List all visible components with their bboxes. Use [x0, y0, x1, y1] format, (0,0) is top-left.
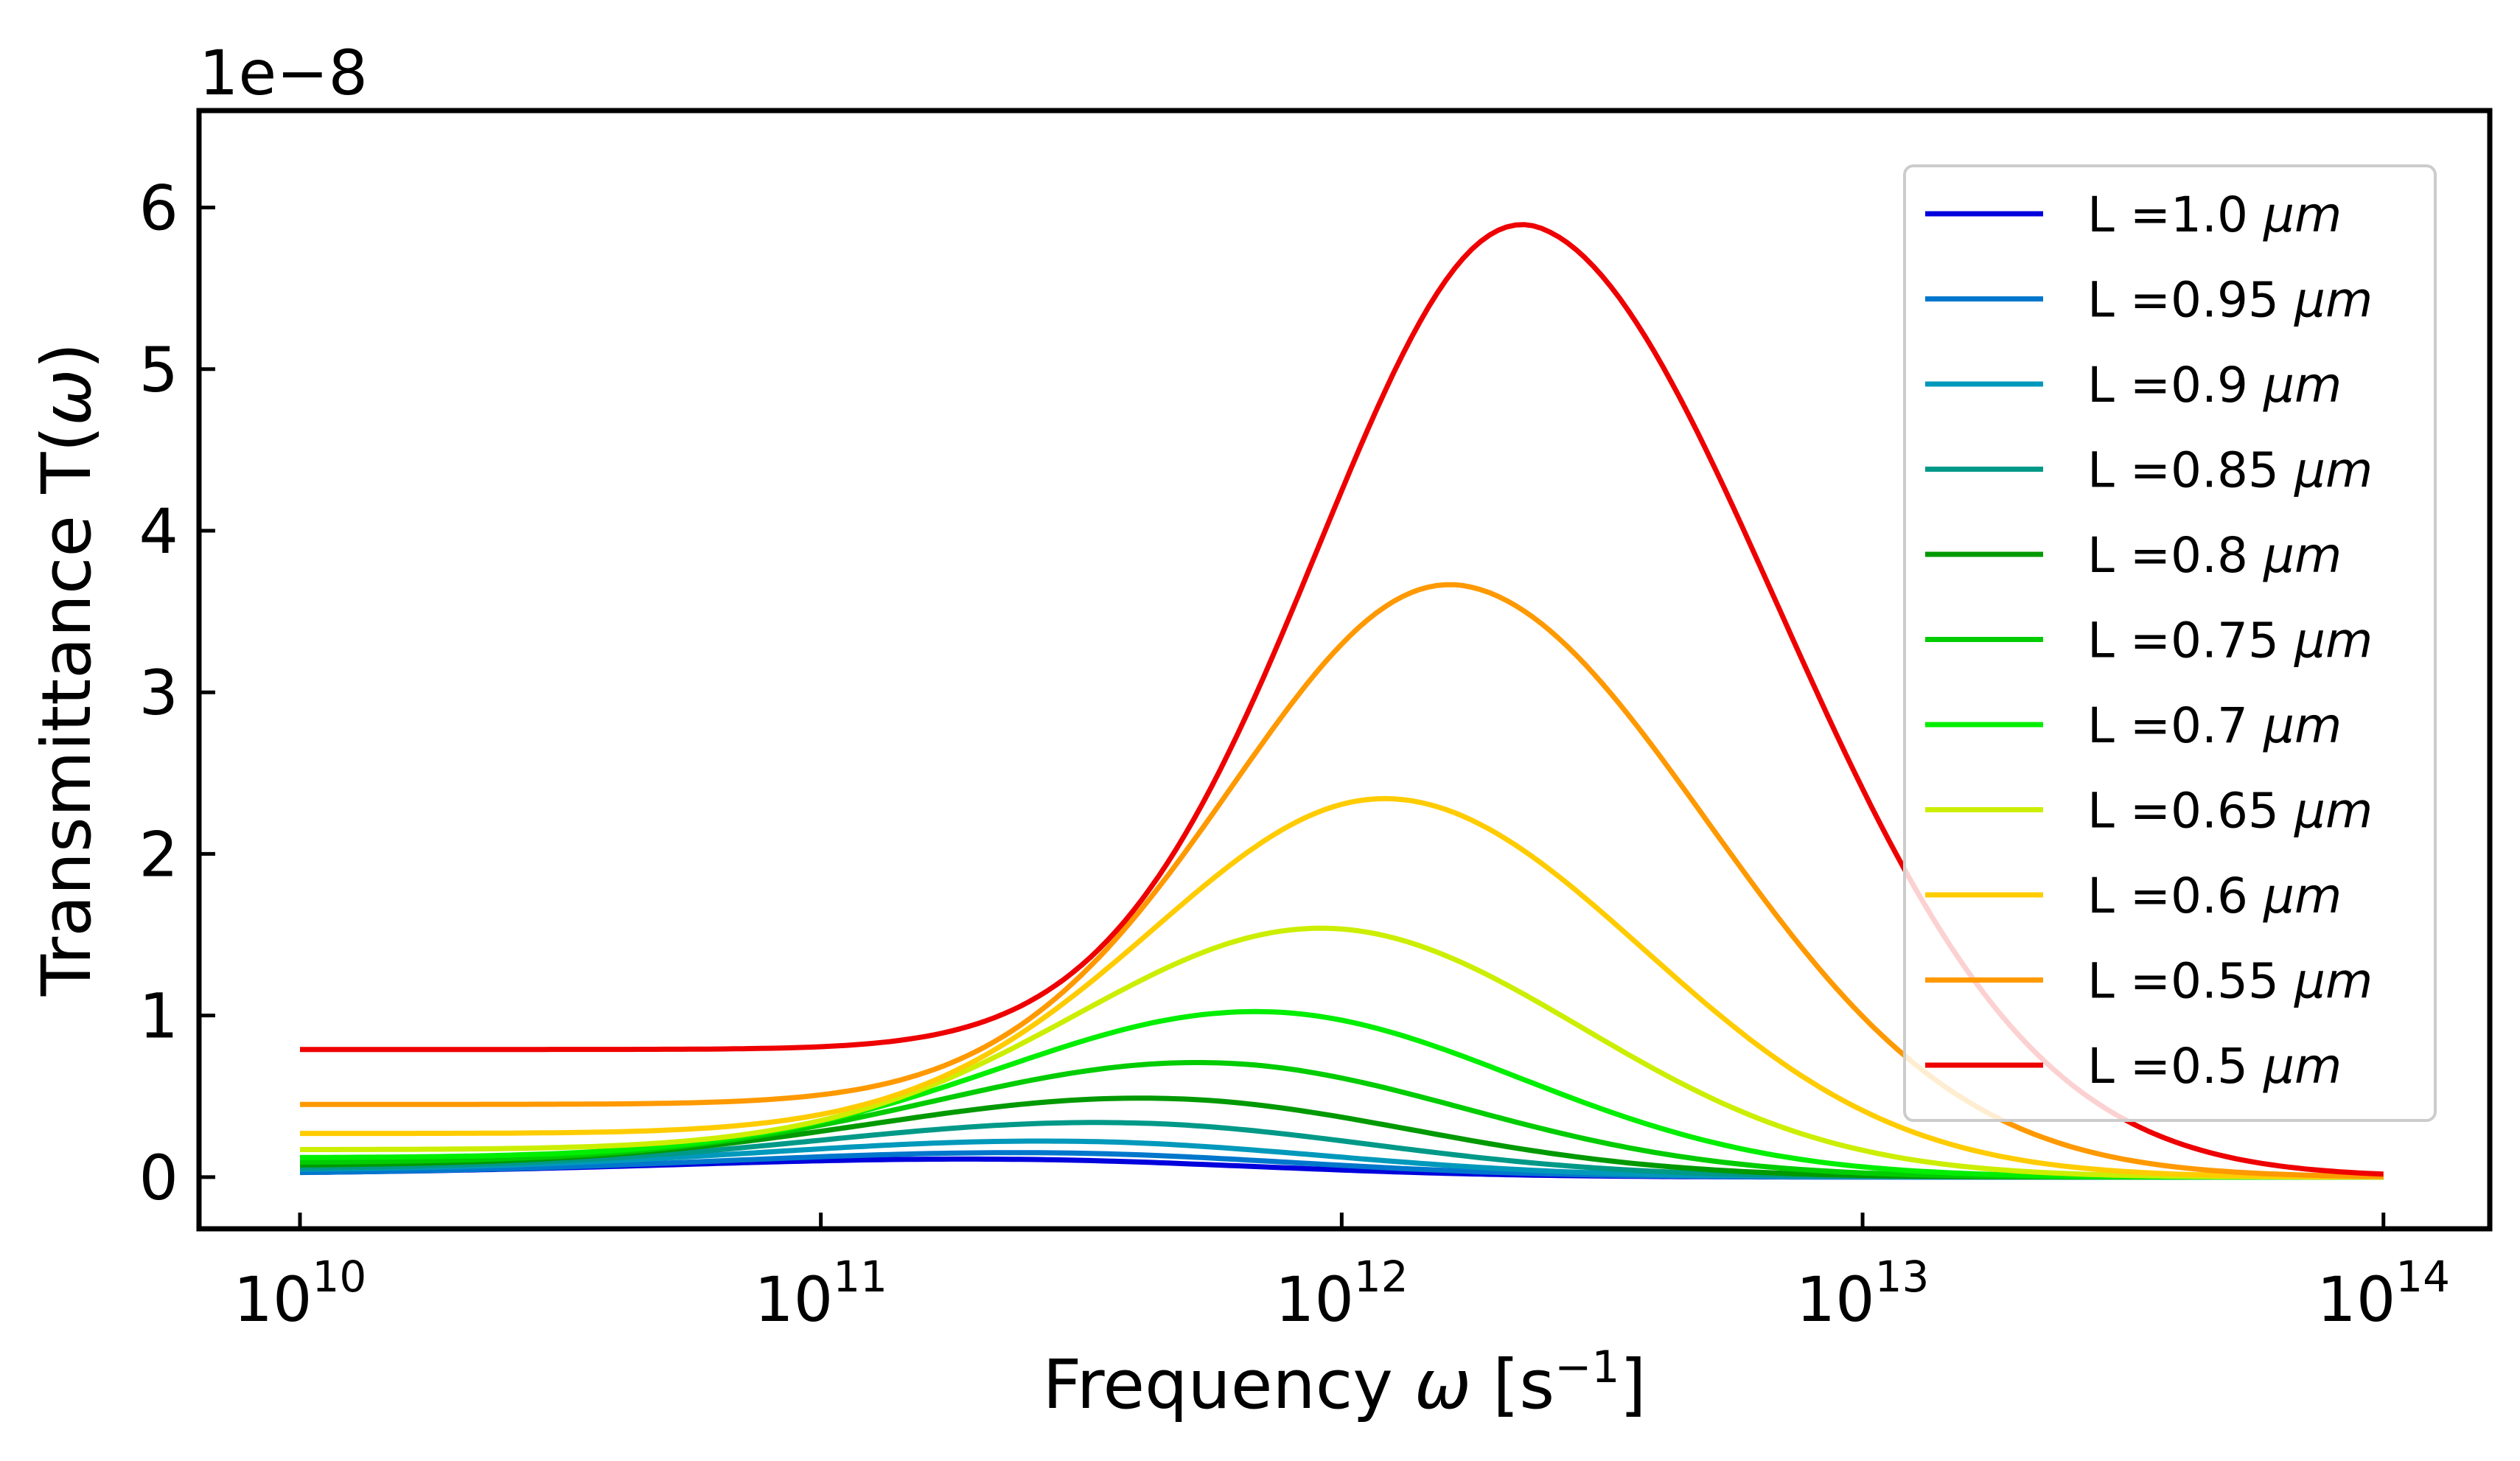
series-line — [300, 925, 2384, 1180]
legend-label: L =0.5 μm — [2087, 1038, 2342, 1095]
legend-label: L =0.85 μm — [2087, 442, 2373, 499]
legend-label: L =1.0 μm — [2087, 186, 2342, 243]
y-offset-text: 1e−8 — [199, 37, 368, 109]
y-tick-label: 0 — [139, 1142, 178, 1214]
x-axis-title: Frequency ω [s−1] — [1042, 1342, 1646, 1424]
y-ticks: 0 1 2 3 4 5 6 — [139, 172, 215, 1214]
legend-label: L =0.9 μm — [2087, 357, 2342, 414]
series-line — [300, 795, 2384, 1180]
legend: L =1.0 μm L =0.95 μm L =0.9 μm L =0.85 μm L … — [1903, 164, 2437, 1122]
legend-label: L =0.65 μm — [2087, 783, 2373, 840]
x-tick-label: 1012 — [1275, 1252, 1409, 1336]
x-tick-label: 1014 — [2317, 1252, 2450, 1336]
legend-label: L =0.6 μm — [2087, 868, 2342, 924]
x-tick-label: 1013 — [1796, 1252, 1930, 1336]
y-tick-label: 2 — [139, 818, 178, 890]
y-tick-label: 4 — [139, 495, 178, 568]
y-tick-label: 1 — [139, 980, 178, 1053]
legend-label: L =0.7 μm — [2087, 697, 2342, 754]
plot-frame — [196, 108, 2493, 1232]
x-tick-label: 1011 — [754, 1252, 887, 1336]
y-tick-label: 6 — [139, 172, 178, 245]
legend-label: L =0.8 μm — [2087, 527, 2342, 584]
y-tick-label: 3 — [139, 657, 178, 729]
series-line — [300, 582, 2384, 1179]
legend-box — [1903, 164, 2437, 1122]
series-line — [299, 1008, 2384, 1180]
x-tick-label: 1010 — [234, 1252, 367, 1336]
legend-label: L =0.75 μm — [2087, 613, 2373, 669]
legend-entries: L =1.0 μm L =0.95 μm L =0.9 μm L =0.85 μm L … — [1925, 186, 2373, 1095]
x-ticks: 1010 1011 1012 1013 1014 — [234, 1213, 2450, 1336]
y-axis-title: Transmittance T(ω) — [27, 343, 106, 997]
y-tick-label: 5 — [139, 334, 178, 406]
legend-label: L =0.95 μm — [2087, 272, 2373, 329]
legend-label: L =0.55 μm — [2087, 953, 2373, 1010]
